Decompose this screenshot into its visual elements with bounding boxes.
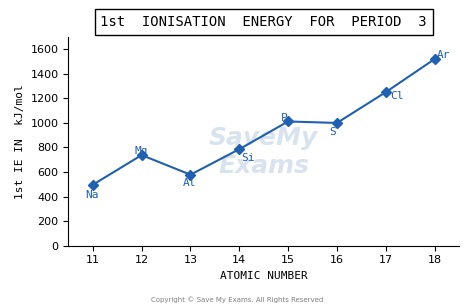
Text: Mg: Mg bbox=[134, 146, 148, 156]
Text: SaveMy
Exams: SaveMy Exams bbox=[209, 126, 319, 178]
Text: Na: Na bbox=[85, 190, 99, 199]
Y-axis label: 1st IE IN  kJ/mol: 1st IE IN kJ/mol bbox=[15, 84, 25, 199]
Text: Cl: Cl bbox=[391, 91, 404, 101]
Text: Copyright © Save My Exams. All Rights Reserved: Copyright © Save My Exams. All Rights Re… bbox=[151, 296, 323, 303]
Text: S: S bbox=[329, 127, 337, 137]
Title: 1st  IONISATION  ENERGY  FOR  PERIOD  3: 1st IONISATION ENERGY FOR PERIOD 3 bbox=[100, 15, 427, 29]
Text: Ar: Ar bbox=[437, 50, 450, 60]
Text: P: P bbox=[281, 113, 288, 123]
X-axis label: ATOMIC NUMBER: ATOMIC NUMBER bbox=[220, 271, 308, 281]
Text: Al: Al bbox=[183, 178, 197, 188]
Text: Si: Si bbox=[242, 153, 255, 163]
